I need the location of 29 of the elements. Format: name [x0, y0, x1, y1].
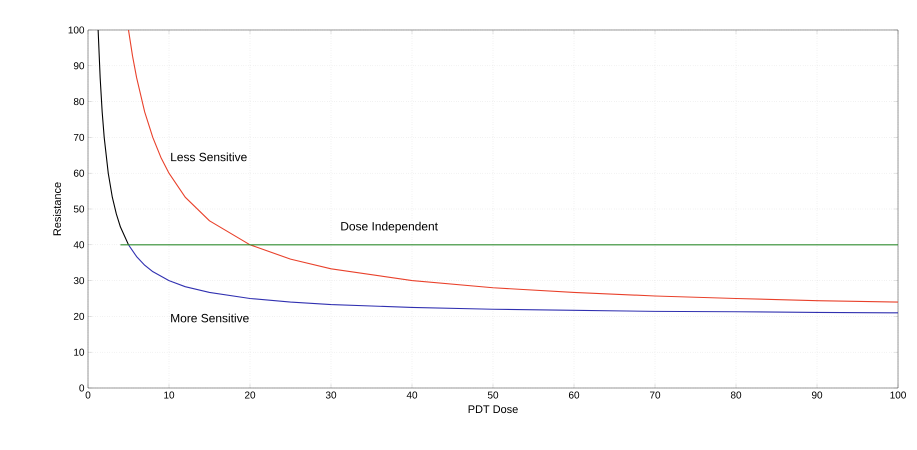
x-axis-title: PDT Dose: [468, 405, 518, 414]
line-series: [128, 244, 898, 314]
y-axis-title: Resistance: [52, 182, 62, 236]
y-tick-label: 20: [74, 312, 84, 320]
x-tick-label: 90: [812, 392, 822, 399]
y-tick-label: 70: [74, 134, 84, 141]
x-tick-label: 40: [406, 392, 418, 399]
y-tick-label: 40: [74, 241, 84, 248]
y-tick-label: 90: [74, 62, 84, 70]
x-tick-label: 10: [164, 392, 174, 399]
series-label: Less Sensitive: [171, 152, 247, 162]
x-tick-label: 100: [890, 392, 906, 399]
x-tick-label: 20: [244, 392, 256, 399]
y-tick-label: 60: [74, 170, 84, 177]
x-tick-label: 30: [326, 392, 336, 399]
line-series: [128, 30, 898, 303]
y-tick-label: 0: [79, 384, 84, 392]
y-tick-label: 10: [74, 348, 84, 356]
y-tick-label: 80: [74, 98, 84, 106]
x-tick-label: 70: [650, 392, 660, 399]
x-tick-label: 50: [488, 392, 498, 399]
x-tick-label: 80: [730, 392, 742, 399]
x-tick-label: 0: [86, 392, 90, 399]
y-tick-label: 100: [68, 26, 84, 34]
y-tick-label: 50: [74, 205, 84, 213]
series-label: Dose Independent: [341, 222, 438, 233]
x-tick-label: 60: [568, 392, 580, 399]
series-label: More Sensitive: [171, 314, 249, 322]
y-tick-label: 30: [74, 277, 84, 284]
